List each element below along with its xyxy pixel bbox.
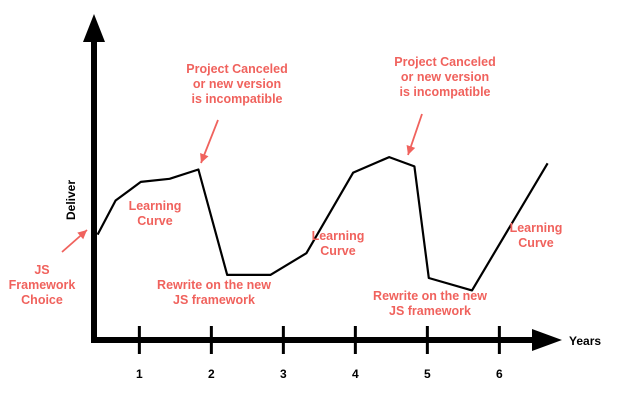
annotation-js-framework-choice-line: Choice (21, 293, 63, 307)
annotation-project-canceled-2: Project Canceled or new version is incompa… (394, 55, 495, 99)
annotation-rewrite-1: Rewrite on the new JS framework (157, 278, 271, 307)
annotation-project-canceled-1-line: Project Canceled (186, 62, 287, 76)
annotation-arrow-choice-head (77, 230, 87, 240)
annotation-learning-curve-3-line: Curve (518, 236, 553, 250)
annotation-project-canceled-1-line: is incompatible (192, 92, 283, 106)
annotation-js-framework-choice-line: JS (34, 263, 49, 277)
annotation-js-framework-choice-line: Framework (9, 278, 76, 292)
y-axis-arrowhead (83, 14, 105, 42)
annotation-rewrite-2-line: Rewrite on the new (373, 289, 487, 303)
annotation-rewrite-1-line: JS framework (173, 293, 255, 307)
axes (83, 14, 562, 351)
annotation-js-framework-choice: JS Framework Choice (9, 263, 76, 307)
annotation-learning-curve-1-line: Curve (137, 214, 172, 228)
annotation-rewrite-2-line: JS framework (389, 304, 471, 318)
x-axis-ticks: 1 2 3 4 5 6 (136, 326, 503, 381)
annotation-learning-curve-1: Learning Curve (129, 199, 182, 228)
series (96, 156, 549, 292)
x-tick-label-5: 5 (424, 367, 431, 381)
annotation-project-canceled-2-line: is incompatible (400, 85, 491, 99)
x-tick-label-6: 6 (496, 367, 503, 381)
annotation-project-canceled-1-line: or new version (193, 77, 281, 91)
x-tick-label-3: 3 (280, 367, 287, 381)
annotation-project-canceled-2-line: Project Canceled (394, 55, 495, 69)
annotation-learning-curve-3: Learning Curve (510, 221, 563, 250)
x-tick-label-1: 1 (136, 367, 143, 381)
annotation-project-canceled-1: Project Canceled or new version is incompa… (186, 62, 287, 106)
y-axis-label: Deliver (64, 180, 78, 220)
annotation-project-canceled-2-line: or new version (401, 70, 489, 84)
annotation-learning-curve-3-line: Learning (510, 221, 563, 235)
annotation-learning-curve-1-line: Learning (129, 199, 182, 213)
annotation-rewrite-1-line: Rewrite on the new (157, 278, 271, 292)
x-tick-label-4: 4 (352, 367, 359, 381)
annotation-rewrite-2: Rewrite on the new JS framework (373, 289, 487, 318)
annotation-learning-curve-2: Learning Curve (312, 229, 365, 258)
annotation-learning-curve-2-line: Learning (312, 229, 365, 243)
annotation-arrow-canceled-2-head (406, 145, 416, 155)
x-axis-label: Years (569, 334, 601, 348)
x-axis-arrowhead (532, 329, 562, 351)
x-tick-label-2: 2 (208, 367, 215, 381)
annotation-arrow-canceled-1-head (200, 153, 209, 163)
annotation-learning-curve-2-line: Curve (320, 244, 355, 258)
series-line-0 (96, 156, 549, 292)
